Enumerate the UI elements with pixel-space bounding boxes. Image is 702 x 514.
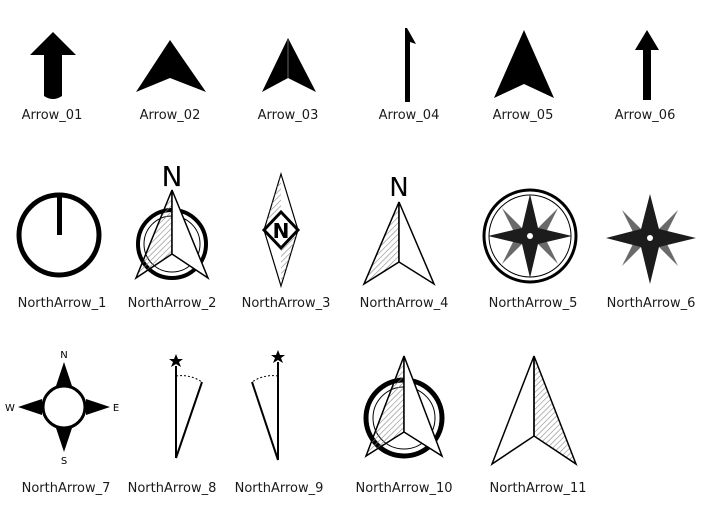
north-glyph: N <box>60 350 67 361</box>
north-arrow-8-icon <box>169 354 203 459</box>
north-glyph: N <box>389 173 408 203</box>
north-glyph: N <box>162 160 183 193</box>
symbol-label: Arrow_03 <box>257 108 319 123</box>
symbol-label: NorthArrow_2 <box>127 296 217 311</box>
symbol-label: Arrow_05 <box>492 108 554 123</box>
symbol-label: NorthArrow_6 <box>606 296 696 311</box>
west-glyph: W <box>5 403 15 414</box>
north-arrow-3-icon: N <box>261 171 301 289</box>
symbol-label: NorthArrow_1 <box>17 296 107 311</box>
north-arrow-6-icon <box>606 194 696 284</box>
north-arrow-2-icon: N <box>134 160 210 280</box>
arrow-05-icon <box>494 30 554 98</box>
symbol-label: NorthArrow_4 <box>359 296 449 311</box>
arrow-03-icon <box>262 38 316 92</box>
symbol-label: NorthArrow_11 <box>489 481 587 496</box>
north-arrow-4-icon: N <box>362 173 436 286</box>
arrow-06-icon <box>635 30 659 100</box>
symbol-label: NorthArrow_8 <box>127 481 217 496</box>
north-arrow-9-icon <box>251 350 285 461</box>
symbol-label: Arrow_01 <box>21 108 83 123</box>
north-arrow-7-icon: N S E W <box>5 350 119 467</box>
north-arrow-11-icon <box>490 355 578 466</box>
north-arrow-5-icon <box>482 188 578 284</box>
north-arrow-1-icon <box>16 192 102 278</box>
east-glyph: E <box>113 403 119 414</box>
symbol-label: NorthArrow_3 <box>241 296 331 311</box>
symbol-label: Arrow_04 <box>378 108 440 123</box>
symbol-label: NorthArrow_7 <box>21 481 111 496</box>
arrow-01-icon <box>30 32 76 99</box>
arrow-04-icon <box>405 28 416 102</box>
north-arrow-10-icon <box>363 355 445 459</box>
arrow-02-icon <box>136 40 206 92</box>
symbol-label: NorthArrow_9 <box>234 481 324 496</box>
symbol-label: NorthArrow_10 <box>355 481 453 496</box>
symbol-label: NorthArrow_5 <box>488 296 578 311</box>
north-glyph: N <box>273 219 290 243</box>
symbol-label: Arrow_06 <box>614 108 676 123</box>
south-glyph: S <box>61 456 67 467</box>
symbol-label: Arrow_02 <box>139 108 201 123</box>
